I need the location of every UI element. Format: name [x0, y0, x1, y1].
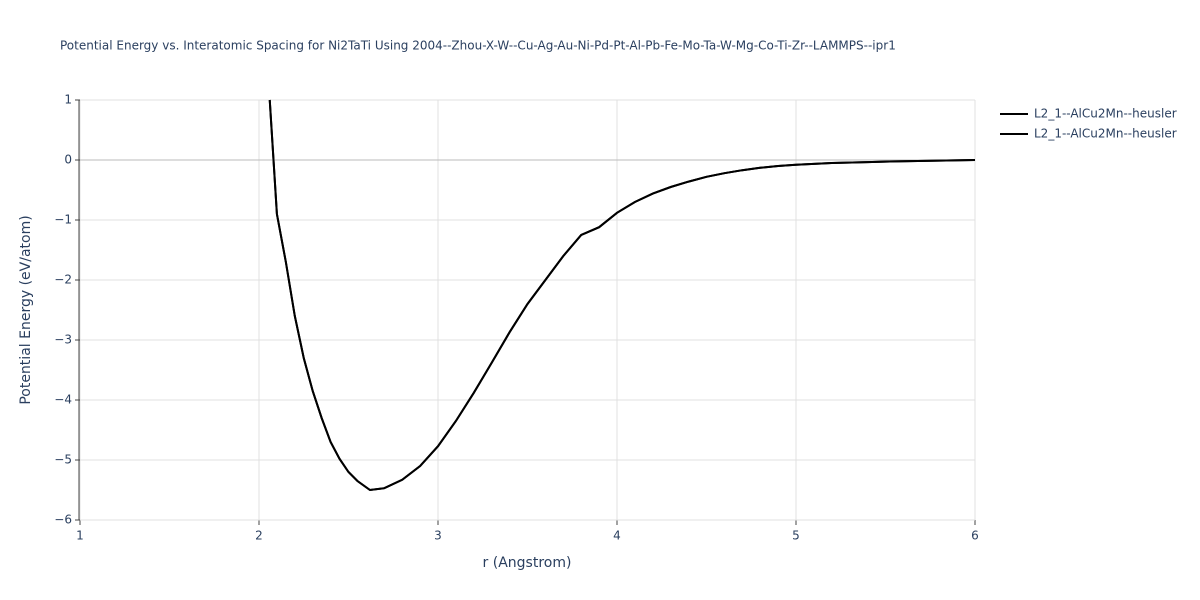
y-tick-label: −6	[54, 513, 72, 527]
legend-label: L2_1--AlCu2Mn--heusler	[1034, 107, 1177, 121]
x-tick-label: 4	[613, 529, 621, 543]
y-tick-label: −1	[54, 213, 72, 227]
y-tick-label: −5	[54, 453, 72, 467]
y-tick-label: −3	[54, 333, 72, 347]
y-tick-label: −2	[54, 273, 72, 287]
legend-label: L2_1--AlCu2Mn--heusler	[1034, 127, 1177, 141]
x-tick-label: 6	[971, 529, 979, 543]
x-tick-label: 3	[434, 529, 442, 543]
x-tick-label: 1	[76, 529, 84, 543]
x-tick-label: 2	[255, 529, 263, 543]
x-axis-title: r (Angstrom)	[483, 555, 572, 571]
y-tick-label: −4	[54, 393, 72, 407]
chart-title: Potential Energy vs. Interatomic Spacing…	[60, 39, 896, 53]
series-line	[268, 99, 976, 492]
y-axis-title: Potential Energy (eV/atom)	[18, 215, 34, 404]
y-tick-label: 1	[64, 93, 72, 107]
series-line	[268, 99, 976, 492]
y-tick-label: 0	[64, 153, 72, 167]
x-tick-label: 5	[792, 529, 800, 543]
